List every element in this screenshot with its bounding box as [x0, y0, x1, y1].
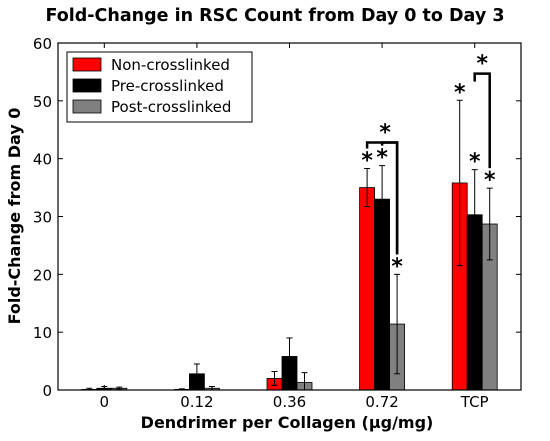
y-tick-label-2: 20: [33, 266, 52, 284]
y-tick-label-6: 60: [33, 35, 52, 53]
bracket-star-0: *: [379, 120, 391, 145]
bar-0-3: [359, 187, 376, 391]
legend-swatch-1: [72, 78, 102, 93]
significance-star-0: *: [361, 148, 373, 173]
legend-swatch-0: [72, 57, 102, 72]
chart-title: Fold-Change in RSC Count from Day 0 to D…: [45, 6, 504, 26]
x-tick-label-2: 0.36: [273, 393, 306, 411]
y-tick-label-1: 10: [33, 324, 52, 342]
x-tick-label-3: 0.72: [365, 393, 398, 411]
significance-star-5: *: [484, 168, 496, 193]
significance-star-4: *: [469, 150, 481, 175]
legend-label-0: Non-crosslinked: [111, 56, 230, 74]
legend-label-1: Pre-crosslinked: [111, 77, 224, 95]
x-tick-label-1: 0.12: [180, 393, 213, 411]
x-axis-label: Dendrimer per Collagen (μg/mg): [141, 413, 434, 432]
significance-star-3: *: [454, 80, 466, 105]
bracket-star-1: *: [476, 52, 488, 77]
y-tick-label-3: 30: [33, 209, 52, 227]
legend-label-2: Post-crosslinked: [111, 98, 231, 116]
y-tick-label-5: 50: [33, 93, 52, 111]
significance-star-2: *: [391, 254, 403, 279]
y-tick-label-0: 0: [42, 382, 52, 400]
legend-swatch-2: [72, 99, 102, 114]
plot-frame: [57, 42, 522, 391]
x-tick-label-4: TCP: [460, 393, 489, 411]
significance-bracket-1: [380, 141, 399, 255]
x-tick-label-0: 0: [100, 393, 110, 411]
significance-star-1: *: [376, 146, 388, 171]
y-tick-label-4: 40: [33, 151, 52, 169]
y-axis-label: Fold-Change from Day 0: [5, 108, 24, 325]
significance-bracket-2: [473, 72, 491, 169]
